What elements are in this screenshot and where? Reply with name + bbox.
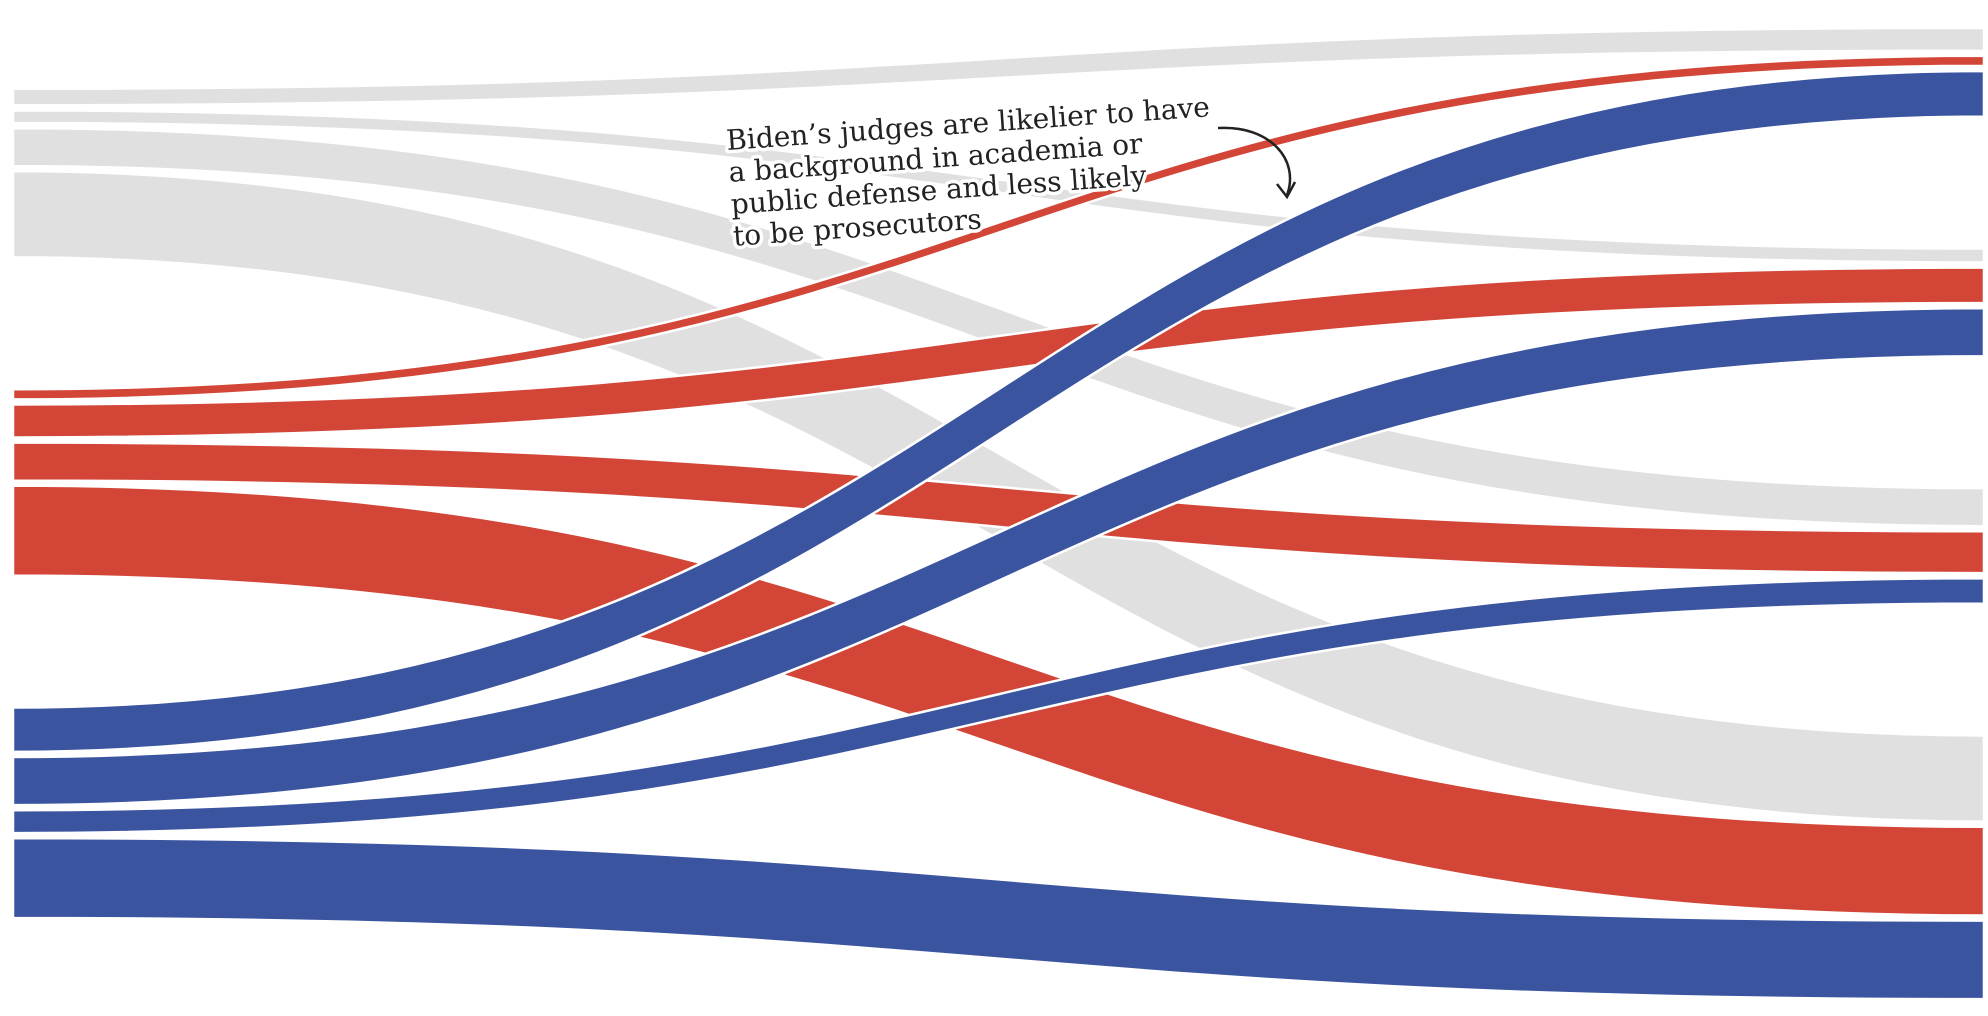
annotation-arrowhead bbox=[1276, 181, 1297, 200]
ribbon bbox=[11, 266, 1986, 439]
ribbon bbox=[11, 836, 1986, 1001]
ribbon bbox=[11, 69, 1986, 754]
ribbon bbox=[11, 126, 1986, 528]
ribbon bbox=[11, 576, 1986, 835]
ribbon bbox=[11, 54, 1986, 401]
ribbon bbox=[11, 26, 1986, 107]
annotation-arrow bbox=[1217, 126, 1292, 196]
ribbon bbox=[11, 441, 1986, 575]
ribbon bbox=[11, 109, 1986, 264]
ribbons bbox=[11, 26, 1986, 1001]
ribbon bbox=[11, 306, 1986, 807]
